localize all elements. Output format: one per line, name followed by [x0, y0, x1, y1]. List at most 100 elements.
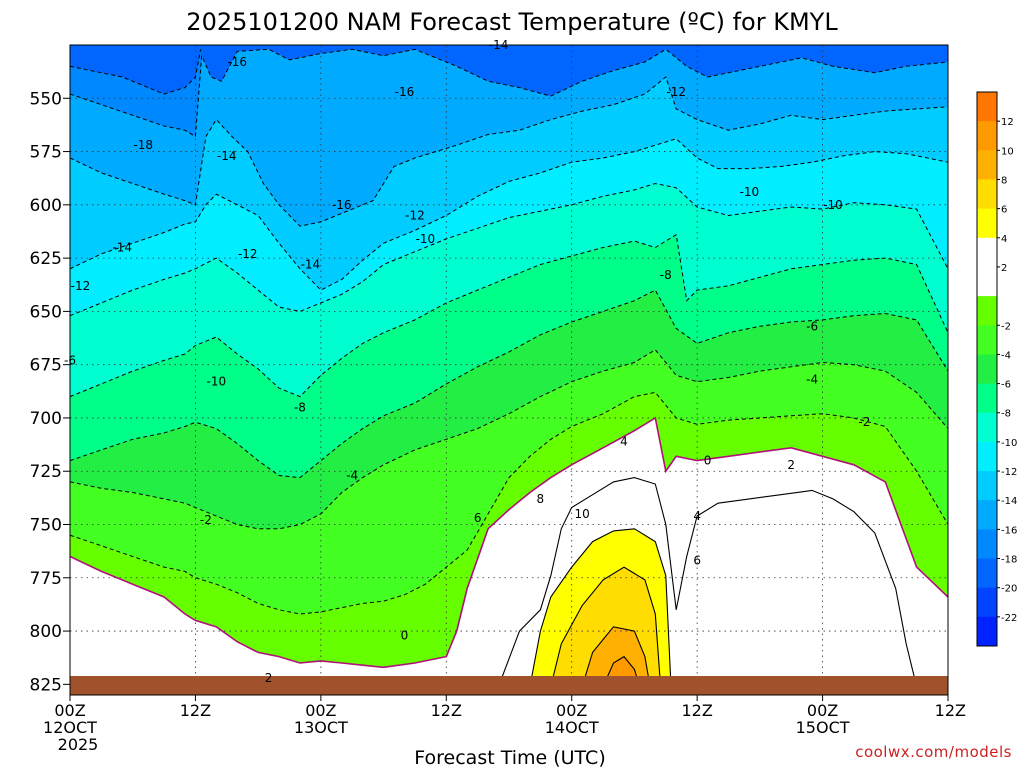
- colorbar-frame: [976, 91, 998, 647]
- temperature-bands: [70, 45, 948, 695]
- isotherm-label: -12: [666, 85, 686, 99]
- x-axis-label: Forecast Time (UTC): [414, 747, 605, 768]
- isotherm-minus14: [70, 76, 948, 227]
- colorbar: 12 10 8 6 4 2 -2 -4 -6 -8 -10 -12 -14 -16 -18 -20 -22: [976, 91, 1017, 647]
- isotherm-minus18: [70, 49, 202, 95]
- isotherm-label: 2: [787, 458, 795, 472]
- credit-text: coolwx.com/models: [855, 743, 1012, 761]
- isotherm-6: [550, 566, 662, 687]
- isotherm-label: -10: [416, 232, 436, 246]
- y-tick-label: 750: [30, 516, 62, 536]
- isotherm-10: [602, 655, 641, 687]
- isotherm-label: 2: [265, 671, 273, 685]
- isotherm-label: -10: [823, 198, 843, 212]
- colorbar-segment: [977, 441, 997, 472]
- colorbar-tick-label: -20: [1001, 584, 1017, 595]
- x-tick-label: 00Z: [54, 701, 85, 720]
- colorbar-segment: [977, 266, 997, 297]
- isotherm-label: -10: [207, 375, 227, 389]
- isotherm-label: 6: [693, 554, 701, 568]
- y-tick-label: 625: [30, 249, 62, 269]
- colorbar-segment: [977, 587, 997, 618]
- colorbar-segment: [977, 383, 997, 414]
- x-tick-label: 00Z: [305, 701, 336, 720]
- colorbar-tick-label: 2: [1001, 263, 1007, 274]
- isotherm-minus2: [70, 391, 948, 615]
- colorbar-tick-label: -16: [1001, 525, 1017, 536]
- colorbar-tick-label: -2: [1001, 321, 1011, 332]
- isotherm-minus8: [70, 233, 948, 398]
- isotherm-label: -10: [740, 185, 760, 199]
- colorbar-tick-label: 8: [1001, 175, 1007, 186]
- x-tick-label: 12Z: [935, 701, 966, 720]
- colorbar-tick-label: -4: [1001, 350, 1011, 361]
- isotherm-label: -6: [806, 319, 818, 333]
- isotherm-minus4: [70, 349, 948, 530]
- isotherm-label: -2: [200, 513, 212, 527]
- y-tick-label: 775: [30, 569, 62, 589]
- isotherms: [70, 48, 948, 687]
- x-tick-label: 12Z: [681, 701, 712, 720]
- colorbar-segment: [977, 354, 997, 385]
- colorbar-tick-label: -12: [1001, 467, 1017, 478]
- isotherm-label: -12: [405, 208, 425, 222]
- colorbar-segment: [977, 412, 997, 443]
- colorbar-tick-label: -8: [1001, 409, 1011, 420]
- colorbar-segment: [977, 92, 997, 122]
- x-tick-label: 14OCT: [545, 718, 599, 737]
- chart-title: 2025101200 NAM Forecast Temperature (ºC)…: [186, 8, 838, 36]
- colorbar-tick-label: 6: [1001, 205, 1007, 216]
- isotherm-label: -16: [332, 198, 352, 212]
- x-tick-label: 00Z: [556, 701, 587, 720]
- y-tick-label: 575: [30, 143, 62, 163]
- x-tick-label: 2025: [58, 735, 99, 754]
- isotherm-label: 6: [474, 511, 482, 525]
- colorbar-tick-label: -22: [1001, 613, 1017, 624]
- x-tick-label: 12Z: [431, 701, 462, 720]
- y-tick-label: 675: [30, 356, 62, 376]
- x-tick-label: 00Z: [807, 701, 838, 720]
- isotherm-minus6: [70, 289, 948, 479]
- isotherm-label: 4: [620, 434, 628, 448]
- colorbar-segment: [977, 150, 997, 180]
- colorbar-segment: [977, 296, 997, 326]
- isotherm-label: -12: [238, 247, 258, 261]
- x-tick-label: 13OCT: [294, 718, 348, 737]
- isotherm-label: -4: [806, 373, 818, 387]
- terrain-ground: [70, 676, 948, 695]
- isotherm-label: -14: [301, 258, 321, 272]
- isotherm-label: -14: [112, 240, 132, 254]
- y-tick-label: 800: [30, 622, 62, 642]
- isotherm-label: 0: [704, 454, 712, 468]
- isotherm-minus12: [70, 138, 948, 291]
- colorbar-tick-label: 12: [1001, 117, 1014, 128]
- isotherm-label: -8: [294, 400, 306, 414]
- isotherm-label: -8: [660, 268, 672, 282]
- colorbar-segment: [977, 237, 997, 268]
- isotherm-label: -14: [217, 149, 237, 163]
- y-tick-label: 700: [30, 409, 62, 429]
- isotherm-2: [497, 477, 918, 687]
- y-tick-label: 825: [30, 675, 62, 695]
- colorbar-segment: [977, 558, 997, 589]
- colorbar-tick-label: -6: [1001, 380, 1011, 391]
- plot-frame: [69, 44, 949, 696]
- isotherm-label: -2: [858, 415, 870, 429]
- y-axis: 550 575 600 625 650 675 700 725 750 775 800 825: [30, 89, 70, 695]
- y-tick-label: 600: [30, 196, 62, 216]
- x-tick-label: 15OCT: [796, 718, 850, 737]
- y-tick-label: 725: [30, 462, 62, 482]
- x-tick-label: 12Z: [180, 701, 211, 720]
- colorbar-segment: [977, 121, 997, 151]
- isotherm-label: 0: [401, 628, 409, 642]
- isotherm-label: -16: [227, 55, 247, 69]
- isotherm-8: [581, 626, 651, 687]
- colorbar-tick-label: 4: [1001, 234, 1007, 245]
- colorbar-segment: [977, 208, 997, 239]
- plot-area: [70, 45, 948, 695]
- colorbar-segment: [977, 325, 997, 355]
- colorbar-tick-label: -10: [1001, 438, 1017, 449]
- y-tick-label: 650: [30, 302, 62, 322]
